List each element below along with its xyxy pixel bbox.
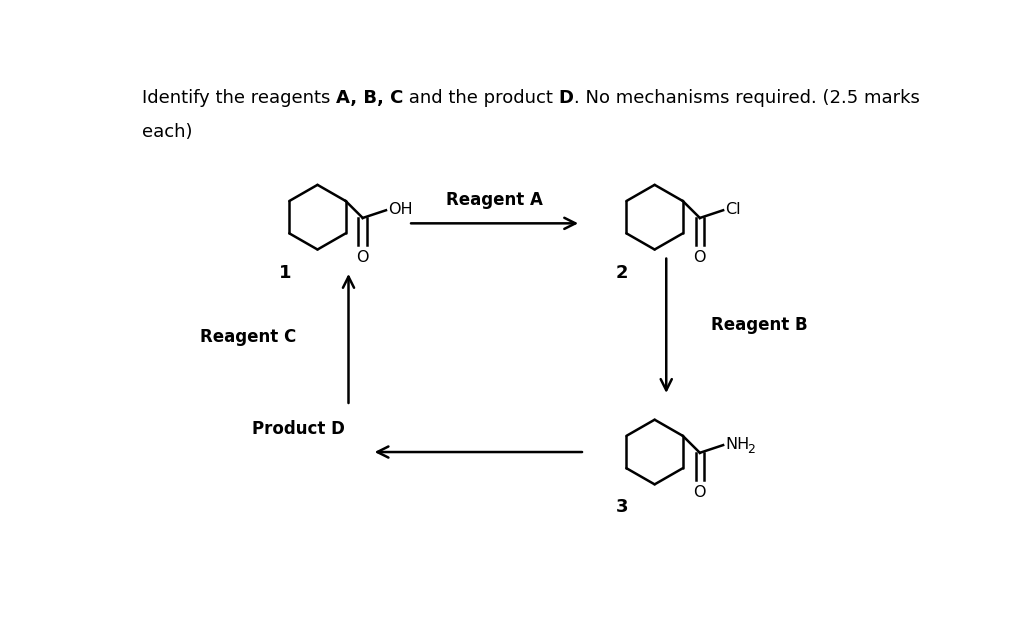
Text: Product D: Product D	[252, 420, 344, 438]
Text: OH: OH	[388, 202, 412, 217]
Text: NH: NH	[726, 437, 749, 452]
Text: A, B, C: A, B, C	[336, 89, 403, 107]
Text: O: O	[693, 250, 707, 265]
Text: 1: 1	[279, 264, 291, 282]
Text: 3: 3	[616, 498, 628, 516]
Text: 2: 2	[616, 264, 628, 282]
Text: 2: 2	[747, 443, 756, 456]
Text: Reagent C: Reagent C	[200, 327, 296, 345]
Text: each): each)	[142, 123, 192, 141]
Text: O: O	[356, 250, 369, 265]
Text: D: D	[558, 89, 574, 107]
Text: Cl: Cl	[726, 202, 741, 217]
Text: O: O	[693, 485, 707, 500]
Text: Identify the reagents: Identify the reagents	[142, 89, 336, 107]
Text: . No mechanisms required. (2.5 marks: . No mechanisms required. (2.5 marks	[574, 89, 920, 107]
Text: Reagent B: Reagent B	[711, 316, 808, 334]
Text: Reagent A: Reagent A	[446, 191, 542, 209]
Text: and the product: and the product	[403, 89, 558, 107]
